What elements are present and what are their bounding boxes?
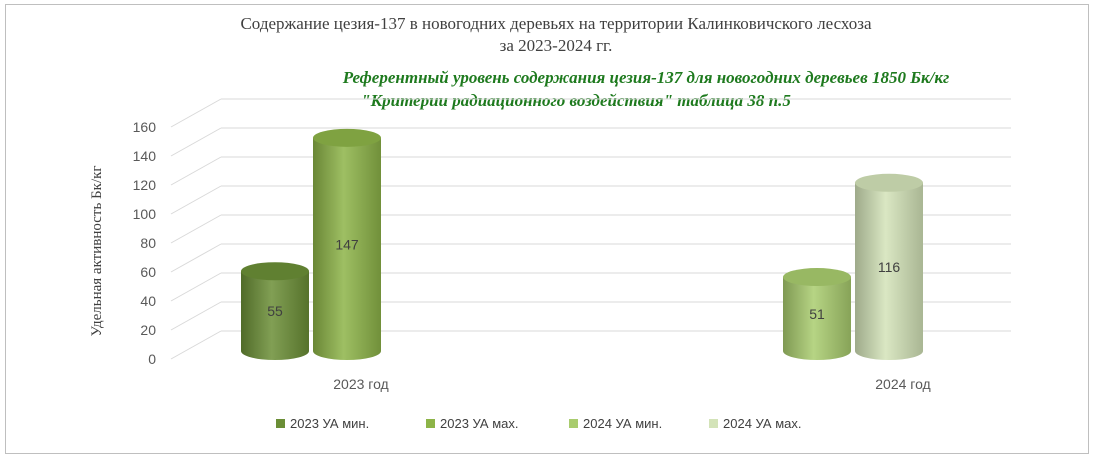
bar-body	[313, 137, 381, 360]
gridline-diagonal	[170, 127, 222, 157]
legend-swatch	[426, 419, 435, 428]
bar-2023 УА мах.: 147	[313, 128, 381, 360]
y-tick-label: 0	[148, 351, 156, 367]
legend-item: 2024 УА мах.	[709, 416, 801, 431]
y-tick-label: 160	[133, 119, 157, 135]
bar-body	[855, 182, 923, 360]
reference-note-line-2: "Критерии радиационного воздействия" таб…	[361, 91, 791, 110]
bar-2023 УА мин.: 55	[241, 262, 309, 360]
data-label: 51	[809, 306, 825, 322]
gridline-diagonal	[170, 185, 222, 215]
gridline-diagonal	[170, 156, 222, 186]
y-tick-label: 20	[140, 322, 156, 338]
chart-title: Содержание цезия-137 в новогодних деревь…	[240, 14, 872, 55]
x-category-label: 2023 год	[333, 376, 388, 392]
legend-label: 2023 УА мах.	[440, 416, 518, 431]
legend-item: 2024 УА мин.	[569, 416, 662, 431]
legend-swatch	[276, 419, 285, 428]
gridline-diagonal	[170, 272, 222, 302]
chart-title-line-2: за 2023-2024 гг.	[500, 36, 613, 55]
legend-swatch	[709, 419, 718, 428]
bar-top	[783, 268, 851, 287]
data-label: 116	[878, 259, 901, 275]
legend-item: 2023 УА мин.	[276, 416, 369, 431]
bar-2024 УА мах.: 116	[855, 173, 923, 360]
bar-body	[783, 277, 851, 360]
gridline-diagonal	[170, 330, 222, 360]
x-category-label: 2024 год	[875, 376, 930, 392]
reference-note: Референтный уровень содержания цезия-137…	[342, 68, 949, 110]
bar-2024 УА мин.: 51	[783, 268, 851, 360]
x-axis-categories: 2023 год 2024 год	[333, 376, 930, 392]
gridline-diagonal	[170, 243, 222, 273]
bar-body	[241, 271, 309, 360]
legend-label: 2024 УА мин.	[583, 416, 662, 431]
legend-label: 2023 УА мин.	[290, 416, 369, 431]
y-tick-label: 140	[133, 148, 157, 164]
gridline-diagonal	[170, 301, 222, 331]
chart-legend: 2023 УА мин. 2023 УА мах. 2024 УА мин. 2024…	[276, 416, 801, 431]
y-tick-label: 100	[133, 206, 157, 222]
data-label: 55	[267, 303, 283, 319]
reference-note-line-1: Референтный уровень содержания цезия-137…	[342, 68, 949, 87]
legend-swatch	[569, 419, 578, 428]
gridline-diagonal	[170, 98, 222, 128]
y-tick-label: 40	[140, 293, 156, 309]
chart-bars: 55 147 51 116	[241, 128, 923, 360]
bar-top	[241, 262, 309, 281]
bar-top	[855, 173, 923, 192]
legend-item: 2023 УА мах.	[426, 416, 518, 431]
gridline-diagonal	[170, 214, 222, 244]
y-axis-ticks: 0 20 40 60 80 100 120 140 160	[133, 119, 157, 367]
legend-label: 2024 УА мах.	[723, 416, 801, 431]
chart-title-line-1: Содержание цезия-137 в новогодних деревь…	[240, 14, 872, 33]
y-tick-label: 80	[140, 235, 156, 251]
y-tick-label: 60	[140, 264, 156, 280]
data-label: 147	[335, 236, 359, 252]
chart-frame: Содержание цезия-137 в новогодних деревь…	[5, 4, 1089, 454]
bar-top	[313, 128, 381, 147]
y-tick-label: 120	[133, 177, 157, 193]
chart-svg: Содержание цезия-137 в новогодних деревь…	[89, 14, 1011, 431]
y-axis-label: Удельная активность Бк/кг	[89, 165, 105, 336]
